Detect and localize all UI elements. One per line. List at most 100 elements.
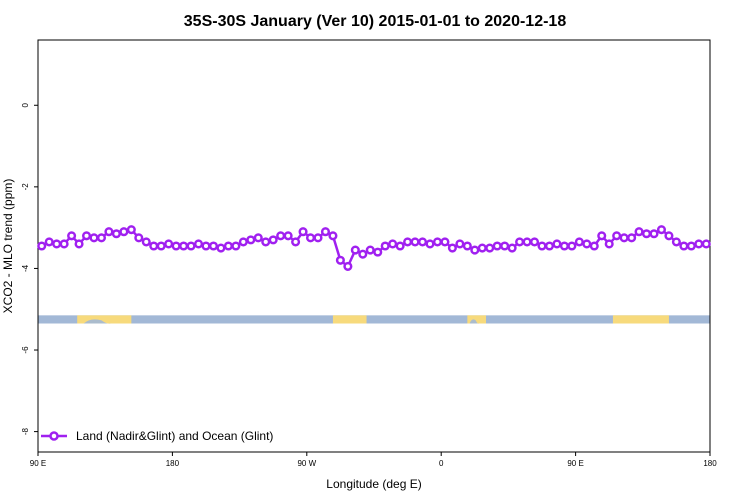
- data-point: [574, 237, 584, 247]
- data-point: [201, 241, 211, 251]
- data-point: [335, 255, 345, 265]
- data-point: [582, 239, 592, 249]
- data-point: [664, 231, 674, 241]
- data-point: [193, 239, 204, 249]
- x-axis: 90 E 180 90 W 0 90 E 180: [30, 452, 717, 468]
- data-point: [119, 227, 129, 237]
- land-detail: [83, 319, 111, 324]
- land-span: [332, 315, 367, 324]
- data-point: [216, 243, 226, 253]
- data-point: [44, 237, 54, 247]
- data-point: [313, 233, 323, 243]
- data-point: [410, 237, 420, 247]
- data-point: [537, 241, 547, 251]
- data-point: [328, 231, 338, 241]
- data-point: [67, 231, 77, 241]
- data-point: [597, 231, 607, 241]
- data-point: [552, 239, 562, 249]
- y-tick-label: -4: [21, 264, 30, 272]
- data-point: [485, 243, 495, 253]
- data-point: [507, 243, 517, 253]
- data-point: [134, 233, 144, 243]
- data-point: [111, 229, 121, 239]
- data-point: [515, 237, 525, 247]
- data-point: [231, 241, 241, 251]
- data-point: [388, 239, 398, 249]
- data-point: [358, 249, 368, 259]
- data-point: [649, 229, 659, 239]
- data-point: [179, 241, 189, 251]
- x-tick-label: 0: [439, 459, 444, 468]
- data-point: [320, 227, 331, 237]
- data-point: [432, 237, 443, 247]
- data-point: [425, 239, 435, 249]
- data-point: [447, 243, 457, 253]
- data-point: [544, 241, 555, 251]
- x-axis-label: Longitude (deg E): [326, 477, 421, 491]
- data-point: [156, 241, 166, 251]
- data-point: [208, 241, 219, 251]
- legend-entry-label: Land (Nadir&Glint) and Ocean (Glint): [76, 429, 273, 443]
- data-point: [276, 231, 286, 241]
- x-tick-label: 180: [166, 459, 180, 468]
- data-point: [380, 241, 390, 251]
- data-point: [470, 245, 480, 255]
- data-point: [343, 261, 353, 271]
- y-tick-label: -6: [21, 346, 30, 354]
- data-point: [104, 227, 114, 237]
- data-point: [365, 245, 375, 255]
- chart-title: 35S-30S January (Ver 10) 2015-01-01 to 2…: [184, 13, 567, 30]
- data-point: [522, 237, 532, 247]
- data-point: [455, 239, 465, 249]
- data-point: [96, 233, 107, 243]
- y-axis-label: XCO2 - MLO trend (ppm): [1, 179, 15, 314]
- x-tick-label: 90 E: [30, 459, 46, 468]
- y-tick-label: -2: [21, 183, 30, 191]
- data-point: [81, 231, 92, 241]
- data-point: [627, 233, 637, 243]
- data-point: [52, 239, 62, 249]
- data-point: [559, 241, 569, 251]
- x-tick-label: 180: [703, 459, 717, 468]
- data-point: [171, 241, 181, 251]
- data-point: [686, 241, 696, 251]
- legend: Land (Nadir&Glint) and Ocean (Glint): [41, 429, 273, 443]
- data-point: [403, 237, 413, 247]
- data-point: [694, 239, 704, 249]
- y-tick-label: 0: [21, 102, 30, 107]
- data-point: [126, 225, 136, 235]
- data-point: [186, 241, 196, 251]
- data-point: [149, 241, 159, 251]
- data-point: [268, 235, 278, 245]
- y-axis: 0 -2 -4 -6 -8: [21, 102, 38, 435]
- data-point: [305, 233, 316, 243]
- land-span: [77, 315, 132, 324]
- data-point: [253, 233, 263, 243]
- data-point: [417, 237, 428, 247]
- data-point: [567, 241, 577, 251]
- land-span: [612, 315, 669, 324]
- legend-marker-swatch: [49, 431, 59, 441]
- data-point: [500, 241, 510, 251]
- data-point: [223, 241, 233, 251]
- data-point: [477, 243, 487, 253]
- data-point: [59, 239, 69, 249]
- data-point: [238, 237, 248, 247]
- data-point: [373, 247, 383, 257]
- x-tick-label: 90 W: [297, 459, 316, 468]
- data-point: [679, 241, 689, 251]
- data-point: [298, 227, 308, 237]
- data-point: [37, 241, 47, 251]
- data-point: [634, 227, 644, 237]
- data-point: [395, 241, 405, 251]
- data-point: [291, 237, 301, 247]
- data-point: [164, 239, 174, 249]
- data-point: [261, 237, 271, 247]
- data-point: [350, 245, 360, 255]
- land-detail: [469, 319, 479, 324]
- y-tick-label: -8: [21, 428, 30, 436]
- land-span: [467, 315, 486, 324]
- data-point: [283, 231, 293, 241]
- data-point: [701, 239, 711, 249]
- geography-band: [38, 315, 710, 324]
